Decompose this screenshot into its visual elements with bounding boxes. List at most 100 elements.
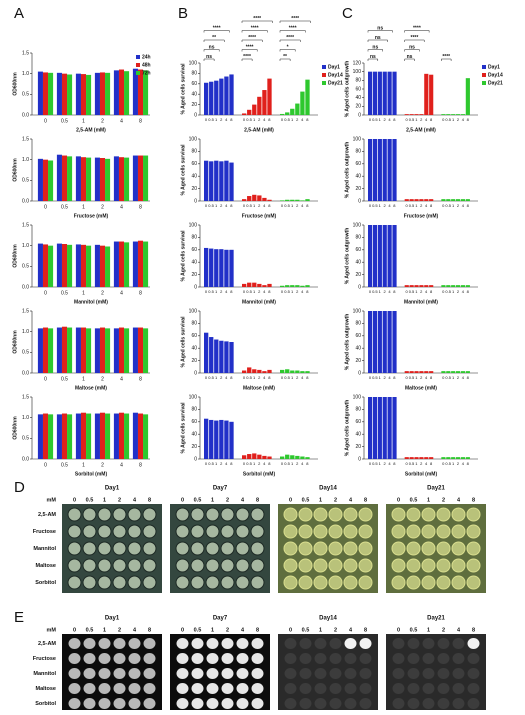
concentration-label: 2 <box>334 497 337 503</box>
spot <box>407 683 420 694</box>
y-tick-label: 20 <box>355 358 361 364</box>
concentration-label: 0.5 <box>194 497 202 503</box>
well <box>313 507 328 522</box>
x-tick-label: 0 <box>442 203 445 208</box>
well <box>127 541 142 556</box>
significance-label: ns <box>372 44 378 50</box>
bar <box>419 285 424 287</box>
y-tick-label: 100 <box>189 308 198 314</box>
bar <box>424 199 429 201</box>
concentration-label: 4 <box>457 627 461 633</box>
bar <box>392 225 397 287</box>
spot <box>467 668 480 679</box>
y-tick-label: 80 <box>355 321 361 327</box>
y-axis-label: % Aged cells outgrowth <box>344 228 350 284</box>
well <box>436 558 451 573</box>
well <box>67 507 82 522</box>
row-label: 2,5-AM <box>38 641 56 647</box>
well <box>406 541 421 556</box>
x-tick-label: 1 <box>452 375 455 380</box>
bar <box>143 241 149 287</box>
bar <box>61 244 68 287</box>
significance-bracket <box>404 39 425 42</box>
x-tick-label: 4 <box>225 461 228 466</box>
x-tick-label: 8 <box>430 117 433 122</box>
bar <box>229 74 234 115</box>
bar <box>86 74 92 115</box>
bar <box>105 328 111 373</box>
concentration-label: 1 <box>103 497 106 503</box>
panel-label: A <box>14 5 24 22</box>
significance-label: **** <box>251 25 259 31</box>
x-tick-label: 0.5 <box>284 203 290 208</box>
bar <box>451 199 456 201</box>
y-tick-label: 20 <box>191 358 197 364</box>
well <box>406 524 421 539</box>
significance-label: ns <box>375 35 381 41</box>
bar <box>387 139 392 201</box>
bar <box>204 332 209 373</box>
bar <box>56 243 62 287</box>
y-axis-label: % Aged cells outgrowth <box>344 314 350 370</box>
x-tick-label: 2 <box>384 203 387 208</box>
well <box>67 524 82 539</box>
well <box>313 541 328 556</box>
day-label: Day1 <box>105 616 120 622</box>
x-tick-label: 4 <box>425 203 428 208</box>
x-tick-label: 2 <box>384 289 387 294</box>
y-tick-label: 0 <box>358 284 361 290</box>
legend-label: 72h <box>142 70 151 76</box>
spot <box>251 698 264 709</box>
row-label: 2,5-AM <box>38 512 56 518</box>
bar <box>252 453 257 459</box>
significance-bracket <box>203 39 225 42</box>
x-tick-label: 0.5 <box>372 203 378 208</box>
spot <box>128 653 141 664</box>
concentration-label: 0.5 <box>410 627 418 633</box>
x-tick-label: 1 <box>452 117 455 122</box>
well <box>298 541 313 556</box>
well <box>328 524 343 539</box>
bar <box>446 285 451 287</box>
x-tick-label: 1 <box>82 290 85 296</box>
spot <box>359 698 372 709</box>
x-tick-label: 0 <box>243 117 246 122</box>
well <box>190 507 205 522</box>
x-tick-label: 1 <box>215 203 218 208</box>
well <box>421 575 436 590</box>
y-axis-label: % Aged cells survival <box>180 63 186 115</box>
bar <box>137 69 144 115</box>
bar <box>387 397 392 459</box>
bar <box>305 371 310 373</box>
legend-swatch <box>136 71 140 75</box>
x-tick-label: 4 <box>301 289 304 294</box>
significance-bracket <box>279 20 311 23</box>
bar <box>305 457 310 459</box>
x-tick-label: 8 <box>139 290 142 296</box>
day-label: Day21 <box>427 486 445 492</box>
bar <box>446 457 451 459</box>
well <box>328 575 343 590</box>
bar <box>414 114 419 115</box>
spot <box>422 698 435 709</box>
x-tick-label: 8 <box>139 462 142 468</box>
well <box>358 541 373 556</box>
bar <box>99 245 106 287</box>
bar <box>67 156 73 201</box>
spot <box>176 653 189 664</box>
bar <box>105 246 111 287</box>
bar <box>300 91 305 115</box>
bar <box>267 78 272 115</box>
y-tick-label: 60 <box>191 333 197 339</box>
y-tick-label: 1.0 <box>22 329 29 335</box>
spot <box>284 683 297 694</box>
x-tick-label: 1 <box>415 203 418 208</box>
x-tick-label: 4 <box>425 461 428 466</box>
y-tick-label: 20 <box>191 102 197 108</box>
y-axis-label: % Aged cells outgrowth <box>344 400 350 456</box>
significance-label: **** <box>411 35 419 41</box>
bar <box>368 397 373 459</box>
bar <box>382 139 387 201</box>
spot <box>128 683 141 694</box>
y-tick-label: 0.5 <box>22 436 29 442</box>
